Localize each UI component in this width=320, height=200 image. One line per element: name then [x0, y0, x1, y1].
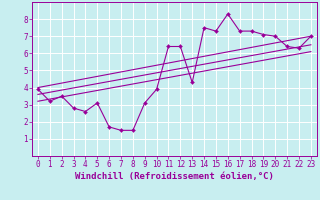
X-axis label: Windchill (Refroidissement éolien,°C): Windchill (Refroidissement éolien,°C) — [75, 172, 274, 181]
